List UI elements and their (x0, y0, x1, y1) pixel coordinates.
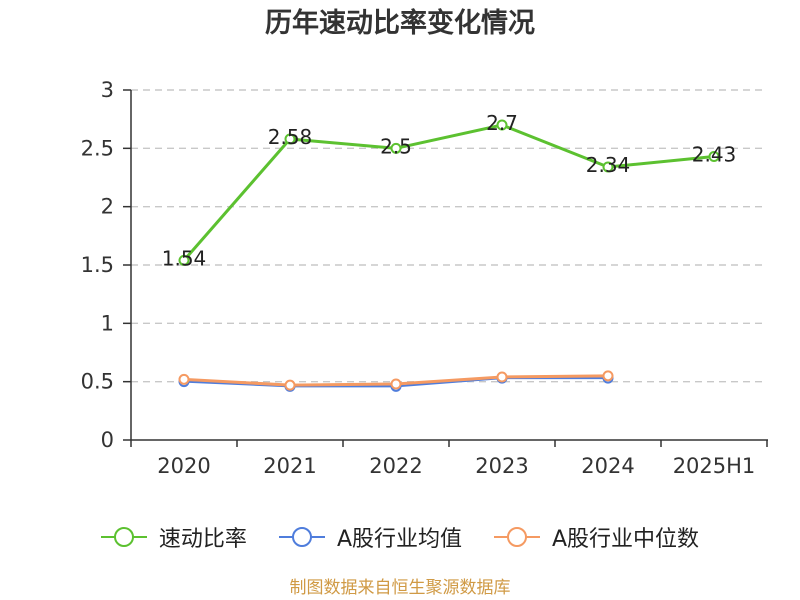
legend-line-circle-icon (494, 527, 540, 547)
series-layer (178, 119, 720, 392)
data-point[interactable] (602, 370, 614, 382)
y-tick-label: 1 (101, 311, 114, 335)
y-tick-label: 0.5 (81, 370, 114, 394)
legend-label: A股行业均值 (336, 527, 462, 552)
x-tick-label: 2024 (581, 454, 634, 478)
data-label: 1.54 (162, 246, 207, 270)
source-note: 制图数据来自恒生聚源数据库 (289, 578, 511, 598)
legend-label: 速动比率 (158, 527, 247, 552)
y-tick-label: 3 (101, 78, 114, 102)
series-line (182, 123, 716, 262)
data-label: 2.43 (692, 143, 737, 167)
data-point[interactable] (178, 254, 190, 266)
data-point[interactable] (284, 133, 296, 145)
data-label: 2.7 (486, 111, 518, 135)
legend-line-circle-icon (278, 527, 325, 547)
legend-item[interactable]: A股行业均值 (278, 521, 462, 553)
x-tick-label: 2021 (263, 454, 316, 478)
legend-icon-circle (507, 527, 527, 547)
y-tick-label: 2 (101, 195, 114, 219)
x-tick-label: 2022 (369, 454, 422, 478)
x-tick-label: 2023 (475, 454, 528, 478)
gridlines (131, 89, 767, 383)
data-point[interactable] (178, 373, 190, 385)
y-tick-label: 2.5 (81, 136, 114, 160)
legend-line-circle-icon (100, 527, 147, 547)
data-point[interactable] (284, 379, 296, 391)
chart-title: 历年速动比率变化情况 (265, 8, 535, 39)
data-point[interactable] (390, 378, 402, 390)
data-label: 2.58 (268, 125, 313, 149)
data-label: 2.34 (586, 153, 631, 177)
legend-icon-circle (113, 527, 134, 547)
axes: 0 0.5 1 1.5 2 2.5 3 2020 2021 2022 2023 2024 2025H1 (81, 78, 768, 478)
data-label: 2.5 (380, 134, 412, 158)
y-tick-label: 0 (101, 428, 114, 452)
data-point[interactable] (390, 142, 402, 154)
data-point[interactable] (496, 371, 508, 383)
y-tick-label: 1.5 (81, 253, 114, 277)
legend-item[interactable]: 速动比率 (100, 521, 247, 553)
legend: 速动比率 A股行业均值 A股行业中位数 (0, 517, 800, 557)
x-tick-label: 2025H1 (673, 454, 756, 478)
data-point[interactable] (708, 151, 720, 162)
legend-icon-circle (291, 527, 312, 547)
data-point[interactable] (602, 161, 614, 173)
legend-label: A股行业中位数 (552, 527, 700, 552)
data-labels: 1.54 2.58 2.5 2.7 2.34 2.43 (162, 111, 737, 270)
x-tick-label: 2020 (157, 454, 210, 478)
data-point[interactable] (496, 119, 508, 131)
legend-item[interactable]: A股行业中位数 (494, 521, 699, 553)
